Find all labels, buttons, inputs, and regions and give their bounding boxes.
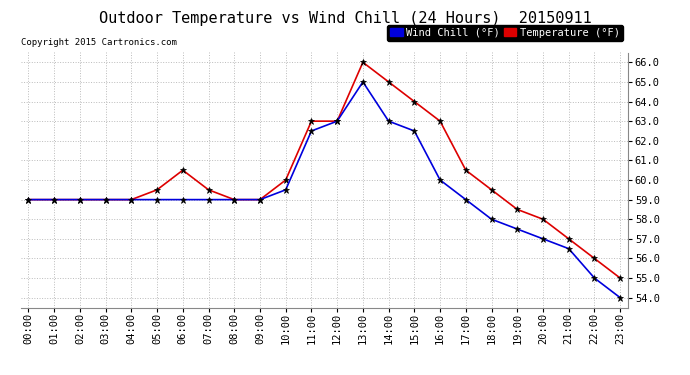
Legend: Wind Chill (°F), Temperature (°F): Wind Chill (°F), Temperature (°F): [387, 24, 622, 41]
Text: Outdoor Temperature vs Wind Chill (24 Hours)  20150911: Outdoor Temperature vs Wind Chill (24 Ho…: [99, 11, 591, 26]
Text: Copyright 2015 Cartronics.com: Copyright 2015 Cartronics.com: [21, 38, 177, 47]
